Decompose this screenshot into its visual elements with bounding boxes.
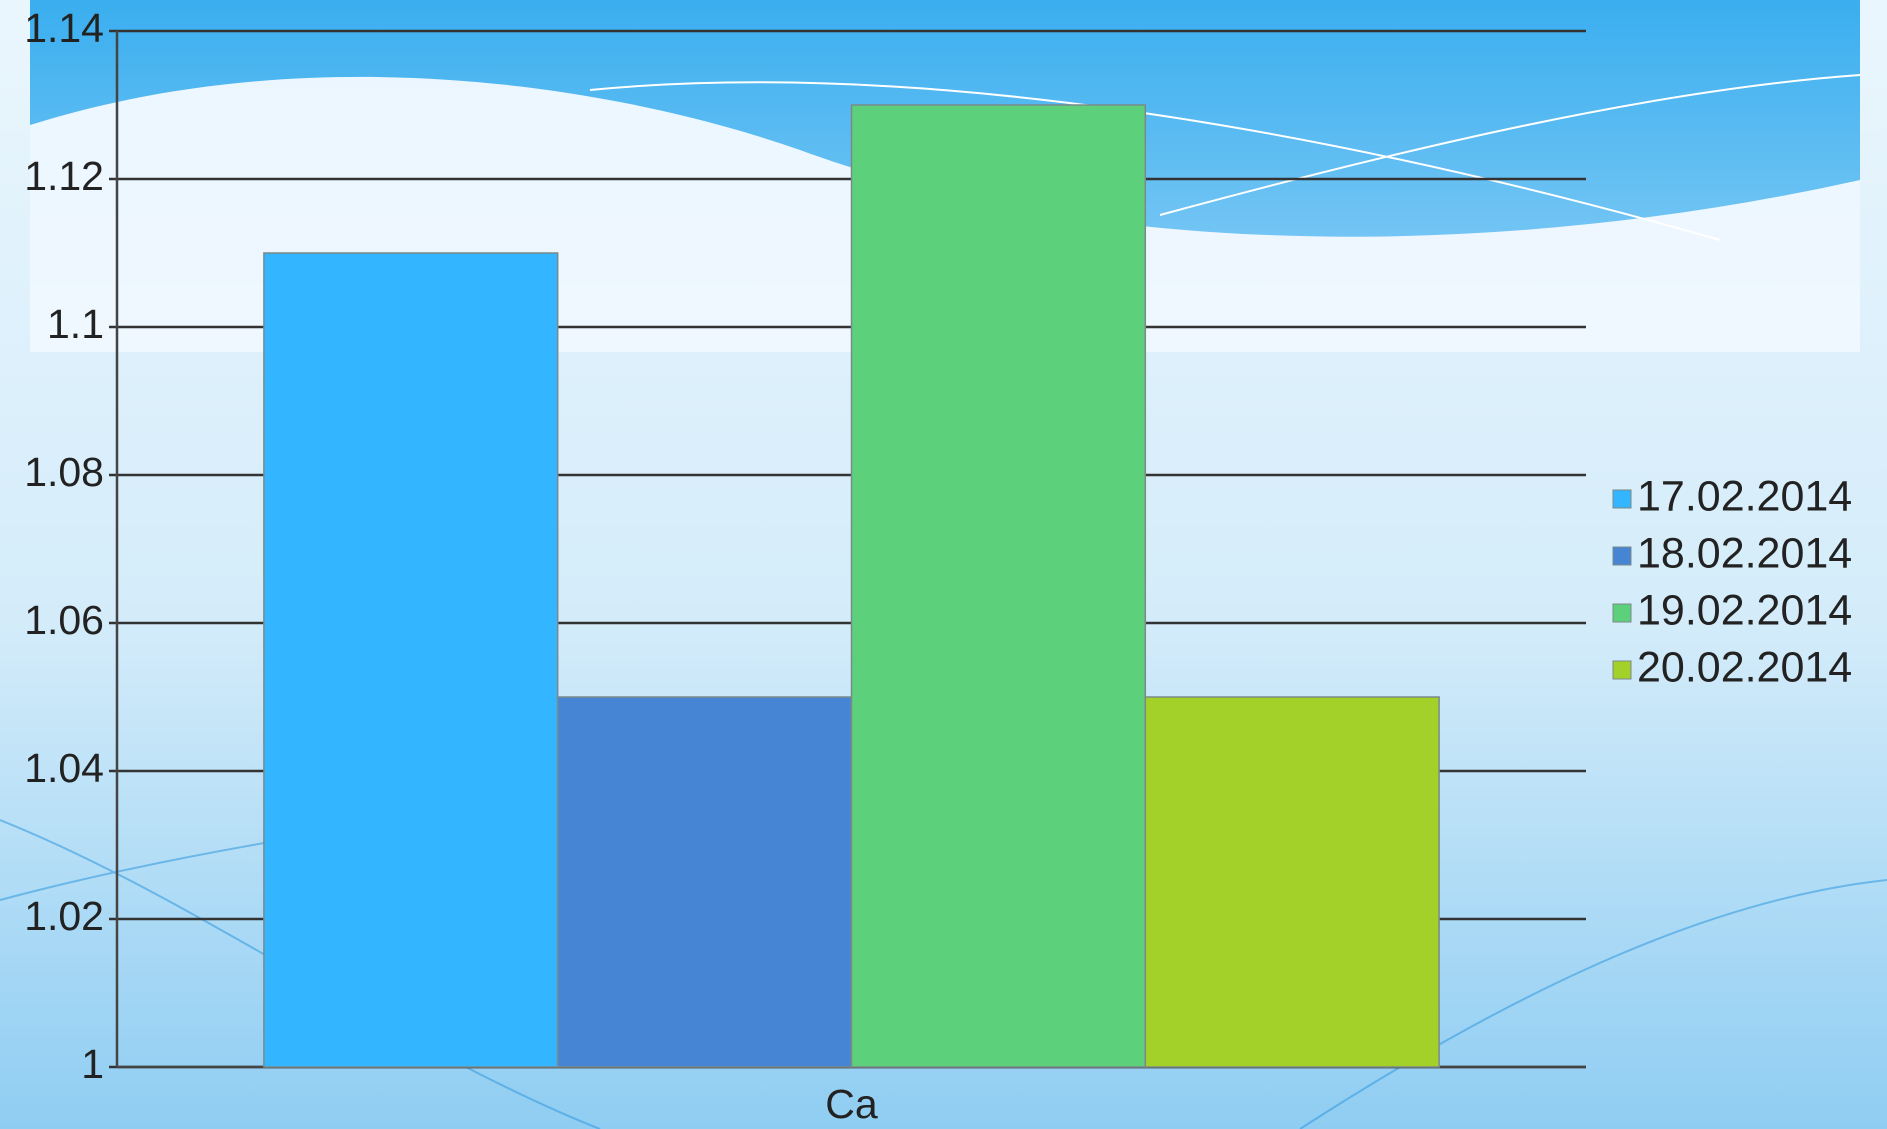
- legend-swatch: [1612, 603, 1632, 623]
- y-tick-label: 1.08: [24, 449, 104, 495]
- y-tick-label: 1.12: [24, 153, 104, 199]
- y-tick-label: 1.02: [24, 893, 104, 939]
- bar: [850, 104, 1147, 1068]
- legend-label: 18.02.2014: [1637, 529, 1852, 577]
- y-tick-label: 1: [81, 1041, 104, 1087]
- bar: [1144, 696, 1440, 1068]
- y-tick-label: 1.1: [47, 301, 104, 347]
- x-tick-label: Ca: [825, 1081, 878, 1127]
- y-tick-label: 1.14: [24, 5, 104, 51]
- legend-label: 20.02.2014: [1637, 643, 1852, 691]
- y-tick-label: 1.06: [24, 597, 104, 643]
- legend-swatch: [1612, 489, 1632, 509]
- legend-swatch: [1612, 660, 1632, 680]
- legend-label: 19.02.2014: [1637, 586, 1852, 634]
- legend-label: 17.02.2014: [1637, 472, 1852, 520]
- y-tick-label: 1.04: [24, 745, 104, 791]
- legend-swatch: [1612, 546, 1632, 566]
- bar: [556, 696, 853, 1068]
- bar: [263, 252, 559, 1068]
